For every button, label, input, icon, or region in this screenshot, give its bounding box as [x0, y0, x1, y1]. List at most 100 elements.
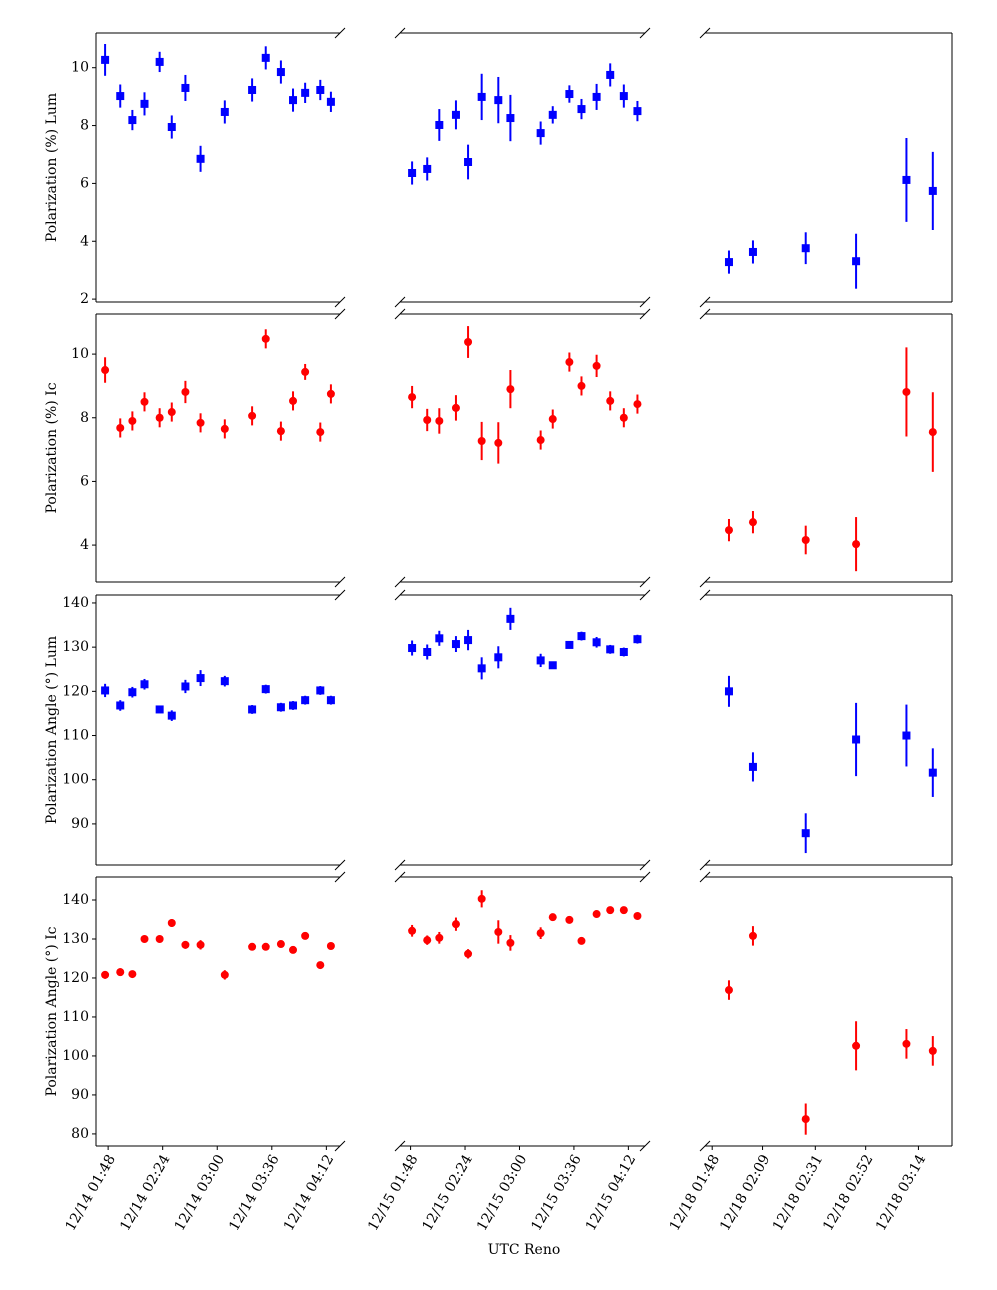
y-tick-label: 130 — [62, 931, 89, 947]
axis-break — [394, 308, 406, 320]
marker — [577, 632, 586, 641]
marker — [606, 645, 615, 654]
marker — [633, 107, 642, 116]
marker — [435, 416, 444, 425]
marker — [289, 96, 298, 105]
axis-break — [334, 576, 346, 588]
marker — [852, 1041, 861, 1050]
marker — [155, 934, 164, 943]
marker — [565, 640, 574, 649]
axis-break — [334, 308, 346, 320]
marker — [464, 949, 473, 958]
x-tick-label: 12/14 02:24 — [117, 1152, 173, 1234]
marker — [101, 55, 110, 64]
marker — [248, 942, 257, 951]
marker — [289, 396, 298, 405]
axis-break — [699, 1140, 711, 1152]
marker — [261, 942, 270, 951]
marker — [435, 120, 444, 129]
marker — [116, 968, 125, 977]
marker — [140, 99, 149, 108]
marker — [464, 338, 473, 347]
marker — [477, 92, 486, 101]
x-tick-label: 12/18 02:52 — [820, 1152, 876, 1234]
marker — [536, 436, 545, 445]
x-tick-label: 12/15 01:48 — [365, 1152, 421, 1234]
marker — [181, 83, 190, 92]
marker — [592, 910, 601, 919]
marker — [128, 116, 137, 125]
marker — [928, 768, 937, 777]
marker — [801, 535, 810, 544]
y-tick-label: 90 — [71, 1087, 89, 1103]
marker — [451, 110, 460, 119]
x-tick-label: 12/14 04:12 — [281, 1152, 337, 1234]
marker — [316, 85, 325, 94]
marker — [928, 186, 937, 195]
marker — [801, 244, 810, 253]
marker — [408, 926, 417, 935]
marker — [577, 936, 586, 945]
marker — [536, 656, 545, 665]
marker — [506, 614, 515, 623]
marker — [167, 123, 176, 132]
marker — [606, 396, 615, 405]
marker — [408, 393, 417, 402]
marker — [316, 428, 325, 437]
y-tick-label: 120 — [62, 683, 89, 699]
axis-break — [394, 296, 406, 308]
marker — [220, 677, 229, 686]
y-tick-label: 100 — [62, 772, 89, 788]
marker — [423, 648, 432, 657]
y-tick-label: 110 — [62, 1009, 89, 1025]
marker — [167, 408, 176, 417]
marker — [276, 940, 285, 949]
marker — [464, 636, 473, 645]
marker — [261, 53, 270, 62]
x-tick-label: 12/15 02:24 — [420, 1152, 476, 1234]
y-tick-label: 10 — [71, 60, 89, 76]
marker — [326, 696, 335, 705]
axis-break — [394, 1140, 406, 1152]
marker — [494, 96, 503, 105]
axis-break — [639, 296, 651, 308]
marker — [116, 92, 125, 101]
x-tick-label: 12/14 03:00 — [172, 1152, 228, 1234]
marker — [276, 427, 285, 436]
marker — [140, 680, 149, 689]
marker — [748, 762, 757, 771]
y-tick-label: 80 — [71, 1126, 89, 1142]
marker — [565, 358, 574, 367]
marker — [477, 436, 486, 445]
y-tick-label: 8 — [80, 118, 89, 134]
marker — [494, 927, 503, 936]
marker — [577, 381, 586, 390]
marker — [724, 258, 733, 267]
marker — [167, 919, 176, 928]
y-tick-label: 4 — [80, 233, 89, 249]
marker — [619, 648, 628, 657]
marker — [801, 829, 810, 838]
y-tick-label: 140 — [62, 595, 89, 611]
marker — [326, 97, 335, 106]
marker — [261, 685, 270, 694]
marker — [451, 640, 460, 649]
marker — [748, 247, 757, 256]
axis-break — [639, 589, 651, 601]
marker — [548, 661, 557, 670]
marker — [548, 110, 557, 119]
marker — [116, 423, 125, 432]
axis-break — [334, 859, 346, 871]
marker — [423, 415, 432, 424]
axis-break — [699, 27, 711, 39]
axis-break — [699, 296, 711, 308]
marker — [155, 57, 164, 66]
marker — [633, 911, 642, 920]
marker — [248, 705, 257, 714]
y-axis-label: Polarization (%) Lum — [44, 93, 60, 242]
marker — [140, 934, 149, 943]
y-tick-label: 110 — [62, 728, 89, 744]
marker — [724, 687, 733, 696]
marker — [326, 942, 335, 951]
marker — [748, 931, 757, 940]
